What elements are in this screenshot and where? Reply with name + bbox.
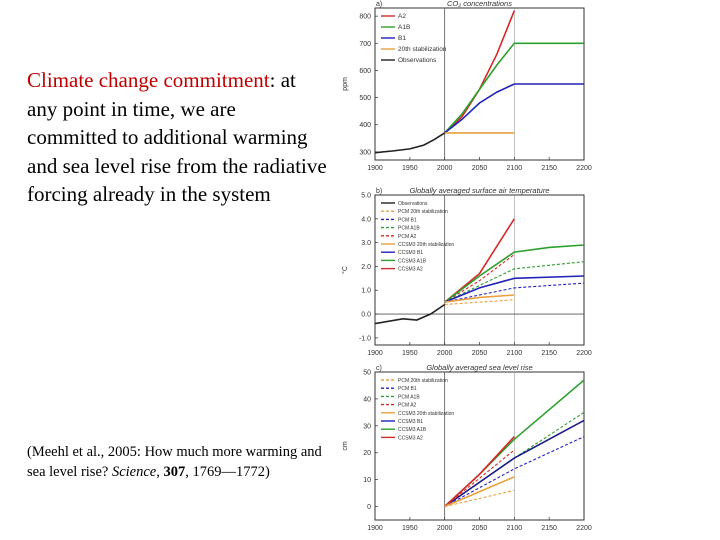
citation-volume: 307 (163, 464, 186, 480)
figure-panels: a) CO₂ concentrationsppm30040050060070080… (341, 0, 592, 532)
panel-b-legend-label: CCSM3 A2 (398, 267, 423, 273)
panel-c-series-ccsm3-b1 (444, 419, 585, 508)
panel-b-series-ccsm3-20th-stabilization (444, 294, 515, 303)
panel-a-series-b1 (444, 83, 584, 134)
panel-a-legend-label: 20th stabilization (398, 46, 447, 53)
citation-sep: , (156, 464, 164, 480)
panel-c-ytick-label: 40 (363, 396, 371, 403)
panel-a-legend-label: A2 (398, 13, 406, 20)
panel-a-series-observations (374, 132, 446, 154)
panel-b-xtick-label: 2200 (576, 350, 592, 357)
panel-c-series-pcm-20th-stabilization (444, 489, 515, 508)
panel-c-legend-label: PCM A1B (398, 394, 420, 400)
panel-c-xtick-label: 2100 (507, 525, 523, 532)
panel-a-title: CO₂ concentrations (447, 0, 512, 8)
panel-c-xtick-label: 2000 (437, 525, 453, 532)
panel-b-legend-label: Observations (398, 201, 428, 207)
panel-b-series-pcm-20th-stabilization (444, 299, 515, 306)
panel-b-ytick-label: 1.0 (361, 288, 371, 295)
panel-b-xtick-label: 2000 (437, 350, 453, 357)
panel-a-ytick-label: 600 (359, 68, 371, 75)
panel-a-xtick-label: 2150 (541, 165, 557, 172)
panel-b-legend-label: CCSM3 A1B (398, 258, 427, 264)
panel-c-xtick-label: 2150 (541, 525, 557, 532)
citation: (Meehl et al., 2005: How much more warmi… (27, 442, 327, 482)
panel-b-legend-label: PCM B1 (398, 217, 417, 223)
panel-c-series-ccsm3-20th-stabilization (444, 476, 515, 508)
slide-heading: Climate change commitment: at any point … (27, 66, 327, 209)
panel-b-xtick-label: 1950 (402, 350, 418, 357)
panel-c-frame (374, 371, 585, 521)
panel-a-legend-label: B1 (398, 35, 406, 42)
panel-b-title: Globally averaged surface air temperatur… (409, 186, 549, 195)
panel-c-title: Globally averaged sea level rise (426, 363, 532, 372)
panel-c-legend-label: CCSM3 20th stabilization (398, 411, 454, 417)
panel-c-legend-label: PCM A2 (398, 403, 417, 409)
panel-b-ylabel: °C (341, 266, 349, 274)
panel-b-ytick-label: 4.0 (361, 216, 371, 223)
panel-c-ytick-label: 50 (363, 370, 371, 377)
panel-c-legend-label: PCM 20th stabilization (398, 378, 448, 384)
panel-b-series-ccsm3-a1b (444, 244, 585, 303)
panel-b-xtick-label: 2050 (472, 350, 488, 357)
panel-c-label: c) (376, 365, 382, 372)
panel-c-series-pcm-b1 (444, 436, 585, 507)
heading-rest: : at any point in time, we are committed… (27, 68, 327, 206)
panel-b-series-observations (374, 303, 446, 325)
panel-b-ytick-label: 5.0 (361, 193, 371, 200)
panel-c-series-pcm-a1b (444, 411, 585, 507)
panel-c-ylabel: cm (342, 441, 349, 451)
panel-b-ytick-label: -1.0 (359, 335, 371, 342)
heading-highlight: Climate change commitment (27, 68, 270, 92)
panel-c-ytick-label: 20 (363, 450, 371, 457)
panel-a-xtick-label: 2000 (437, 165, 453, 172)
panel-b-legend-label: PCM A2 (398, 234, 417, 240)
panel-b-series-ccsm3-b1 (444, 275, 585, 303)
panel-c-legend-label: CCSM3 A1B (398, 427, 427, 433)
panel-b-series-pcm-a2 (444, 254, 515, 303)
panel-a-xtick-label: 2050 (472, 165, 488, 172)
citation-pages: , 1769—1772) (185, 464, 270, 480)
panel-b-legend-label: CCSM3 20th stabilization (398, 242, 454, 248)
panel-c-ytick-label: 10 (363, 477, 371, 484)
panel-a-label: a) (376, 1, 382, 8)
panel-a-ytick-label: 700 (359, 41, 371, 48)
panel-b-label: b) (376, 188, 382, 195)
panel-a-xtick-label: 2200 (576, 165, 592, 172)
panel-a-legend-label: Observations (398, 57, 437, 64)
panel-c-xtick-label: 2200 (576, 525, 592, 532)
panel-b-ytick-label: 3.0 (361, 240, 371, 247)
panel-c-series-ccsm3-a2 (444, 436, 515, 508)
panel-c-ytick-label: 0 (367, 504, 371, 511)
panel-c-legend-label: CCSM3 B1 (398, 419, 423, 425)
citation-prefix: (Meehl et al., 2005: How much more warmi… (27, 444, 322, 480)
panel-a-ytick-label: 500 (359, 95, 371, 102)
citation-journal: Science (111, 464, 157, 480)
panel-b-xtick-label: 2150 (541, 350, 557, 357)
panel-a-ylabel: ppm (342, 77, 349, 91)
panel-c-ytick-label: 30 (363, 423, 371, 430)
panel-b-ytick-label: 0.0 (361, 312, 371, 319)
panel-a-ytick-label: 800 (359, 14, 371, 21)
panel-c-xtick-label: 1950 (402, 525, 418, 532)
panel-a-ytick-label: 400 (359, 122, 371, 129)
panel-c-legend-label: CCSM3 A2 (398, 435, 423, 441)
panel-b-xtick-label: 2100 (507, 350, 523, 357)
panel-b-ytick-label: 2.0 (361, 264, 371, 271)
panel-a-legend-label: A1B (398, 24, 410, 31)
panel-b-series-pcm-b1 (444, 282, 585, 303)
panel-a-series-a1b (444, 42, 584, 134)
panel-b-legend-label: PCM A1B (398, 226, 420, 232)
panel-b-legend-label: CCSM3 B1 (398, 250, 423, 256)
panel-b-xtick-label: 1900 (367, 350, 383, 357)
panel-b-series-pcm-a1b (444, 261, 585, 303)
panel-c-xtick-label: 2050 (472, 525, 488, 532)
panel-a-xtick-label: 2100 (507, 165, 523, 172)
panel-c-xtick-label: 1900 (367, 525, 383, 532)
panel-a-xtick-label: 1950 (402, 165, 418, 172)
panel-a-xtick-label: 1900 (367, 165, 383, 172)
panel-a-ytick-label: 300 (359, 149, 371, 156)
panel-b-legend-label: PCM 20th stabilization (398, 209, 448, 215)
panel-c-legend-label: PCM B1 (398, 386, 417, 392)
